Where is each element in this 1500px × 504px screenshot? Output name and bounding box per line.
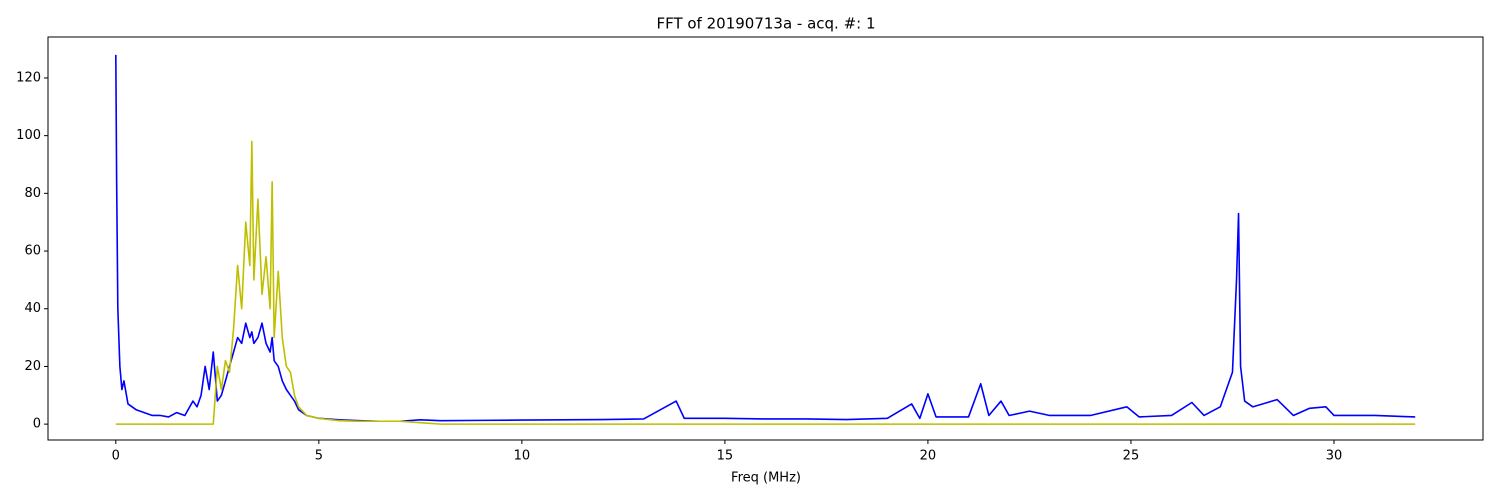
y-tick-label: 80	[24, 186, 41, 201]
x-tick-label: 0	[112, 449, 120, 464]
plot-frame	[47, 36, 1484, 441]
y-tick-label: 120	[16, 70, 41, 85]
x-axis-label: Freq (MHz)	[731, 471, 801, 486]
y-tick-label: 100	[16, 128, 41, 143]
x-tick-label: 30	[1326, 449, 1343, 464]
x-tick-label: 5	[315, 449, 323, 464]
y-tick-label: 60	[24, 244, 41, 259]
y-tick-label: 40	[24, 301, 41, 316]
x-tick-label: 10	[514, 449, 531, 464]
x-tick-label: 15	[717, 449, 734, 464]
chart-title: FFT of 20190713a - acq. #: 1	[656, 15, 875, 33]
y-tick-label: 0	[33, 417, 41, 432]
x-tick-label: 20	[920, 449, 937, 464]
x-tick-label: 25	[1123, 449, 1140, 464]
series-line	[115, 140, 1416, 425]
y-tick-label: 20	[24, 359, 41, 374]
